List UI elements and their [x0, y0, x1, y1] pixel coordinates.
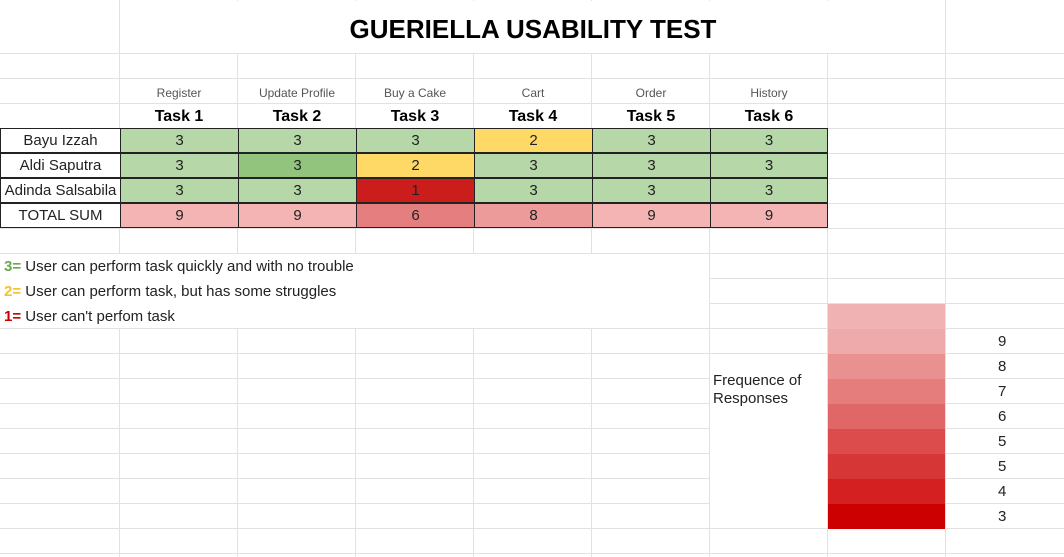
score-cell: 3 [120, 128, 239, 153]
grid-line [0, 503, 1064, 504]
grid-line [0, 478, 1064, 479]
frequency-number: 3 [998, 508, 1007, 525]
total-cell: 9 [592, 203, 711, 228]
task-1-subtitle: Register [156, 86, 202, 100]
task-6-subtitle: History [750, 86, 788, 100]
grid-line [0, 403, 1064, 404]
color-scale-swatch [828, 329, 945, 354]
grid-line [0, 53, 1064, 54]
score-cell: 3 [120, 153, 239, 178]
grid-line [0, 553, 1064, 554]
frequency-number: 4 [998, 483, 1007, 500]
score-cell: 3 [592, 153, 711, 178]
participant-name: Adinda Salsabila [0, 178, 121, 203]
score-cell: 3 [710, 153, 828, 178]
legend-key: 3= [4, 258, 22, 275]
task-5-header: Task 5 [626, 108, 676, 125]
color-scale-swatch [828, 429, 945, 454]
grid-line [0, 428, 1064, 429]
frequency-number: 7 [998, 383, 1007, 400]
frequency-number: 8 [998, 358, 1007, 375]
score-cell: 3 [120, 178, 239, 203]
color-scale-swatch [828, 504, 945, 529]
score-cell: 3 [474, 153, 593, 178]
total-cell: 8 [474, 203, 593, 228]
frequency-number: 9 [998, 333, 1007, 350]
frequency-number: 5 [998, 458, 1007, 475]
score-cell: 1 [356, 178, 475, 203]
legend-item: 1= User can't perfom task [4, 304, 175, 329]
task-4-header: Task 4 [508, 108, 558, 125]
total-sum-label: TOTAL SUM [0, 203, 121, 228]
score-cell: 3 [592, 178, 711, 203]
total-cell: 9 [120, 203, 239, 228]
legend-item: 2= User can perform task, but has some s… [4, 279, 336, 304]
grid-line [0, 353, 1064, 354]
grid-line [0, 103, 1064, 104]
score-cell: 3 [474, 178, 593, 203]
task-2-header: Task 2 [272, 108, 322, 125]
total-cell: 9 [710, 203, 828, 228]
color-scale-swatch [828, 379, 945, 404]
frequency-number: 6 [998, 408, 1007, 425]
score-cell: 3 [592, 128, 711, 153]
score-cell: 3 [238, 178, 357, 203]
legend-text: User can perform task quickly and with n… [21, 258, 354, 275]
legend-item: 3= User can perform task quickly and wit… [4, 254, 354, 279]
frequency-label: Frequence of Responses [713, 372, 802, 407]
task-4-subtitle: Cart [521, 86, 545, 100]
color-scale-swatch [828, 304, 945, 329]
color-scale-swatch [828, 454, 945, 479]
color-scale-swatch [828, 479, 945, 504]
task-6-header: Task 6 [744, 108, 794, 125]
score-cell: 3 [356, 128, 475, 153]
score-cell: 3 [238, 128, 357, 153]
page-title: GUERIELLA USABILITY TEST [349, 14, 717, 44]
grid-line [0, 253, 1064, 254]
total-cell: 9 [238, 203, 357, 228]
legend-key: 2= [4, 283, 22, 300]
participant-name: Bayu Izzah [0, 128, 121, 153]
total-cell: 6 [356, 203, 475, 228]
frequency-number: 5 [998, 433, 1007, 450]
legend-text: User can perform task, but has some stru… [21, 283, 337, 300]
grid-line [0, 78, 1064, 79]
task-3-subtitle: Buy a Cake [383, 86, 447, 100]
task-2-subtitle: Update Profile [258, 86, 336, 100]
score-cell: 3 [710, 128, 828, 153]
participant-name: Aldi Saputra [0, 153, 121, 178]
task-1-header: Task 1 [154, 108, 204, 125]
grid-line [0, 328, 1064, 329]
frequency-merged-cell [710, 354, 827, 528]
legend-merged-area [0, 254, 709, 328]
grid-line [0, 378, 1064, 379]
color-scale-swatch [828, 354, 945, 379]
color-scale-swatch [828, 404, 945, 429]
task-3-header: Task 3 [390, 108, 440, 125]
score-cell: 3 [710, 178, 828, 203]
score-cell: 3 [238, 153, 357, 178]
legend-text: User can't perfom task [21, 308, 175, 325]
score-cell: 2 [474, 128, 593, 153]
legend-key: 1= [4, 308, 22, 325]
grid-line [0, 228, 1064, 229]
task-5-subtitle: Order [635, 86, 667, 100]
title-merged-cell [120, 1, 945, 53]
grid-line [0, 453, 1064, 454]
grid-line [0, 528, 1064, 529]
score-cell: 2 [356, 153, 475, 178]
